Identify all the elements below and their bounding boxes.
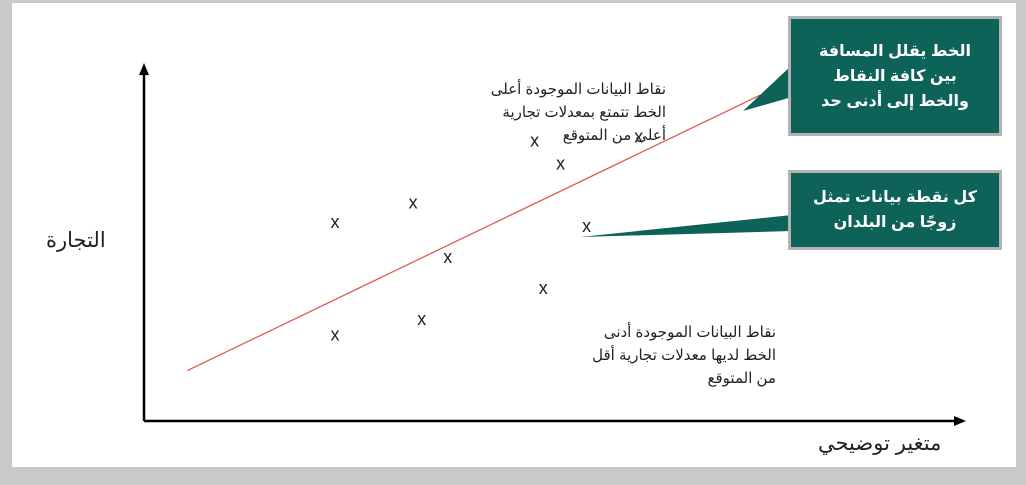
data-point-marker: x xyxy=(539,278,548,298)
data-point-marker: x xyxy=(330,324,339,344)
x-axis-arrow xyxy=(954,416,966,426)
y-axis-arrow xyxy=(139,63,149,75)
data-point-marker: x xyxy=(417,309,426,329)
data-point-marker: x xyxy=(556,154,565,174)
data-point-marker: x xyxy=(443,247,452,267)
x-axis-label: متغير توضيحي xyxy=(818,432,942,455)
data-point-marker: x xyxy=(634,127,643,147)
y-axis-label: التجارة xyxy=(46,229,106,252)
axes xyxy=(139,63,966,426)
data-point-marker: x xyxy=(409,192,418,212)
line-callout-box: الخط يقلل المسافة بين كافة النقاط والخط … xyxy=(788,16,1002,136)
regression-fit-line xyxy=(187,94,761,372)
above-line-note: نقاط البيانات الموجودة أعلى الخط تتمتع ب… xyxy=(490,81,666,144)
data-point-marker: x xyxy=(530,130,539,150)
below-line-note: نقاط البيانات الموجودة أدنى الخط لديها م… xyxy=(592,324,776,387)
point-callout-box: كل نقطة بيانات تمثل زوجًا من البلدان xyxy=(788,170,1002,250)
point-callout-pointer xyxy=(580,215,792,237)
data-point-marker: x xyxy=(582,216,591,236)
line-callout-pointer xyxy=(743,65,792,111)
data-point-marker: x xyxy=(330,212,339,232)
